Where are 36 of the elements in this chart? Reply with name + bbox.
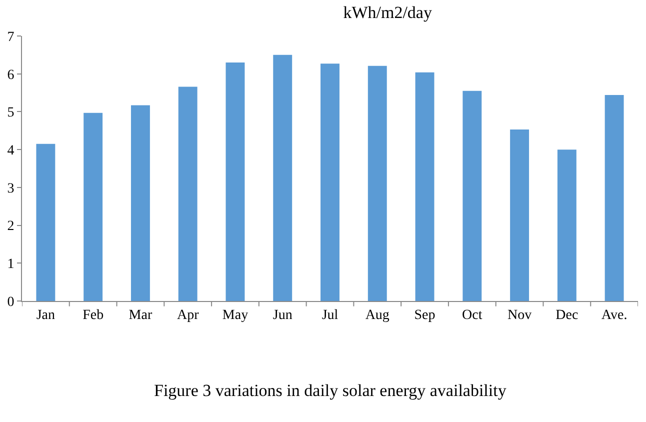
bar [178,86,198,301]
bar [36,144,56,301]
x-tick-label: Jan [36,308,56,323]
bar [510,130,530,301]
x-tick-label: Sep [414,308,436,323]
x-tick-label: Feb [82,308,104,323]
x-tick-label: May [222,308,248,323]
bar [130,105,150,301]
y-tick-label: 3 [7,181,14,196]
x-tick-label: Aug [365,308,390,323]
x-tick-label: Ave. [601,308,628,323]
x-tick-label: Apr [176,308,200,323]
bar [557,150,576,301]
caption: Figure 3 variations in daily solar energy availability [154,381,507,400]
bar [273,54,292,301]
bar [462,90,482,301]
y-tick-label: 1 [7,257,14,272]
y-tick-label: 6 [7,68,14,83]
x-tick-label: Dec [556,308,578,323]
y-tick-label: 4 [7,143,14,158]
bar [415,72,434,301]
x-tick-label: Jul [322,308,338,323]
x-tick-label: Mar [128,308,152,323]
x-tick-label: Oct [462,308,482,323]
y-tick-label: 2 [7,219,14,234]
bar [604,95,624,301]
bar [84,112,103,301]
y-tick-label: 0 [7,294,14,310]
bar [368,66,387,301]
x-tick-label: Nov [507,308,532,323]
bar [320,64,340,301]
bar [226,62,245,301]
y-tick-label: 5 [7,106,14,121]
y-tick-label: 7 [7,30,14,45]
chart-title: kWh/m2/day [343,3,432,22]
x-tick-label: Jun [272,308,292,323]
